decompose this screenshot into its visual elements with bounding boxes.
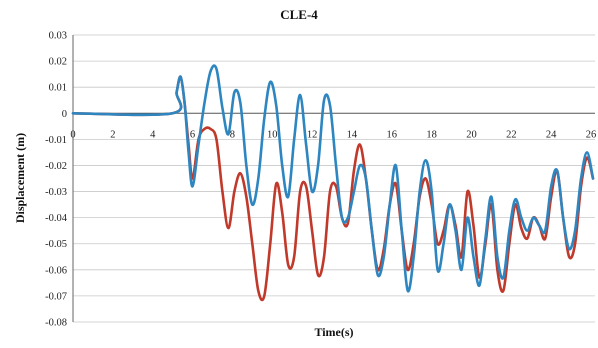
y-tick-label: 0.03 — [49, 31, 67, 42]
x-tick-label: 16 — [387, 129, 398, 140]
y-axis-label: Displacement (m) — [13, 133, 27, 223]
grid-layer — [72, 34, 595, 323]
x-tick-label: 22 — [506, 129, 517, 140]
x-tick-label: 20 — [466, 129, 477, 140]
x-tick-label: 4 — [150, 129, 156, 140]
x-tick-label: 14 — [347, 129, 358, 140]
chart-title: CLE-4 — [280, 7, 318, 22]
x-tick-label: 12 — [307, 129, 318, 140]
y-tick-label: -0.02 — [45, 161, 67, 172]
y-tick-label: -0.06 — [45, 265, 67, 276]
y-tick-label: -0.08 — [45, 318, 67, 329]
y-tick-label: -0.04 — [45, 213, 68, 224]
series-layer — [71, 64, 595, 302]
y-tick-label: 0 — [62, 109, 67, 120]
x-tick-label: 18 — [426, 129, 437, 140]
x-axis-label: Time(s) — [314, 325, 353, 339]
y-tick-label: -0.05 — [45, 239, 67, 250]
x-tick-label: 0 — [70, 129, 75, 140]
x-tick-label: 6 — [190, 129, 195, 140]
x-tick-label: 24 — [546, 129, 557, 140]
x-tick-label: 26 — [586, 129, 597, 140]
y-tick-label: -0.03 — [45, 187, 67, 198]
x-tick-label: 8 — [230, 129, 235, 140]
y-tick-label: 0.02 — [49, 57, 67, 68]
x-tick-label: 2 — [110, 129, 115, 140]
y-tick-label: -0.01 — [45, 135, 67, 146]
series-line-blue — [71, 64, 595, 293]
x-tick-label: 10 — [267, 129, 278, 140]
y-tick-label: 0.01 — [49, 83, 67, 94]
series-line-red — [71, 75, 595, 302]
y-tick-label: -0.07 — [45, 291, 67, 302]
ticks-layer: 0.030.020.010-0.01-0.02-0.03-0.04-0.05-0… — [45, 31, 596, 329]
